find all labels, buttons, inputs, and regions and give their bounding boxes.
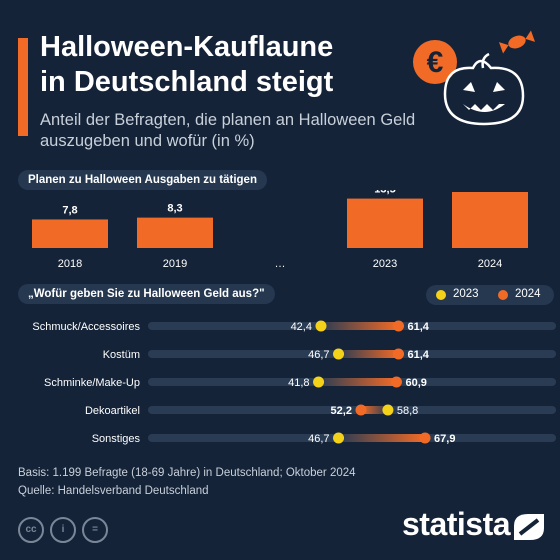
change-connector (318, 378, 397, 386)
bar-category-label: … (275, 258, 286, 270)
change-connector (338, 350, 399, 358)
spending-categories-dot-chart: Schmuck/Accessoires 42,4 61,4 Kostüm 46,7 61,… (32, 320, 556, 445)
dot-2023 (315, 320, 327, 332)
dot-section-title: „Wofür geben Sie zu Halloween Geld aus?" (18, 284, 275, 304)
change-connector (320, 322, 399, 330)
dot-2023 (333, 348, 345, 360)
person-icon[interactable]: i (50, 517, 76, 543)
category-label: Sonstiges (92, 433, 141, 445)
category-label: Schmuck/Accessoires (32, 321, 140, 333)
value-label-2024: 61,4 (408, 349, 430, 361)
footer-source: Quelle: Handelsverband Deutschland (18, 485, 209, 497)
bar (452, 192, 528, 248)
value-label-2023: 46,7 (308, 349, 329, 361)
bar-category-label: 2024 (478, 258, 502, 270)
bar (32, 219, 108, 248)
title-line-2: in Deutschland steigt (40, 66, 334, 98)
pumpkin-with-euro-and-candy-icon: € (413, 30, 536, 126)
legend-dot-2024 (498, 290, 508, 300)
legend: 2023 2024 (426, 285, 554, 305)
legend-label-2023: 2023 (453, 288, 479, 300)
category-label: Dekoartikel (85, 405, 140, 417)
value-label-2023: 41,8 (288, 377, 309, 389)
row-track (148, 406, 556, 414)
title-accent-bar (18, 38, 28, 136)
value-label-2024: 52,2 (331, 405, 352, 417)
bar-category-label: 2023 (373, 258, 397, 270)
bar-category-label: 2019 (163, 258, 187, 270)
value-label-2023: 42,4 (291, 321, 312, 333)
dot-2023 (313, 376, 325, 388)
bar-section-title: Planen zu Halloween Ausgaben zu tätigen (18, 170, 267, 190)
value-label-2024: 67,9 (434, 433, 455, 445)
value-label-2024: 60,9 (405, 377, 426, 389)
dot-2024 (393, 348, 405, 360)
legend-dot-2023 (436, 290, 446, 300)
category-label: Kostüm (103, 349, 140, 361)
dot-2024 (355, 404, 367, 416)
bar-category-label: 2018 (58, 258, 82, 270)
value-label-2023: 58,8 (397, 405, 418, 417)
category-label: Schminke/Make-Up (44, 377, 140, 389)
dot-2024 (419, 432, 431, 444)
cc-icon[interactable]: cc (18, 517, 44, 543)
value-label-2023: 46,7 (308, 433, 329, 445)
statista-mark-icon (514, 514, 544, 540)
svg-text:€: € (427, 46, 444, 79)
bar (137, 217, 213, 248)
bar-value-label: 7,8 (62, 204, 77, 216)
dot-2024 (393, 320, 405, 332)
change-connector (360, 406, 388, 414)
bar (347, 198, 423, 248)
bar-value-label: 8,3 (167, 203, 182, 215)
equals-icon[interactable]: = (82, 517, 108, 543)
legend-label-2024: 2024 (515, 288, 541, 300)
change-connector (338, 434, 426, 442)
value-label-2024: 61,4 (408, 321, 430, 333)
title-line-1: Halloween-Kauflaune (40, 31, 334, 63)
page-subtitle: Anteil der Befragten, die planen an Hall… (40, 111, 416, 150)
page-title: Halloween-Kauflaune in Deutschland steig… (40, 30, 400, 100)
footer-basis: Basis: 1.199 Befragte (18-69 Jahre) in D… (18, 467, 356, 479)
dot-2023 (333, 432, 345, 444)
bar-value-label: 13,5 (374, 190, 395, 196)
dot-2024 (390, 376, 402, 388)
brand-logo[interactable]: statista (402, 506, 511, 542)
dot-2023 (382, 404, 394, 416)
